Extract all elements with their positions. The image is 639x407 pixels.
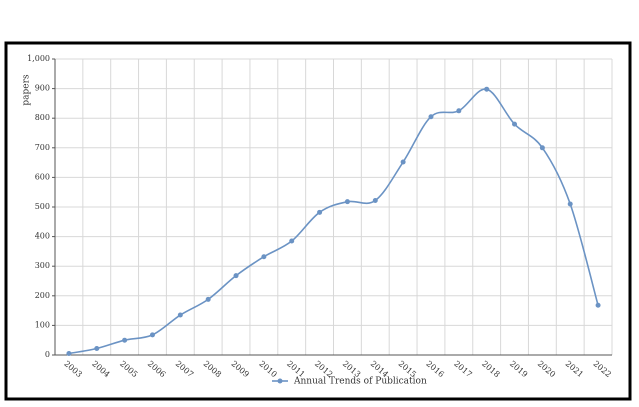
point bbox=[400, 159, 406, 165]
y-tick-label: 800 bbox=[35, 113, 50, 122]
y-tick-label: 400 bbox=[35, 232, 50, 241]
y-tick-label: 1,000 bbox=[27, 54, 50, 63]
y-tick-label: 500 bbox=[35, 202, 50, 211]
legend-marker bbox=[277, 378, 283, 384]
point bbox=[372, 197, 378, 203]
point bbox=[261, 254, 267, 260]
y-tick-label: 600 bbox=[35, 172, 50, 181]
point bbox=[289, 238, 295, 244]
point bbox=[567, 201, 573, 207]
point bbox=[539, 145, 545, 151]
y-tick-label: 900 bbox=[35, 84, 50, 93]
point bbox=[122, 337, 128, 343]
point bbox=[233, 273, 239, 279]
y-tick-label: 200 bbox=[35, 291, 50, 300]
point bbox=[344, 199, 350, 205]
point bbox=[484, 86, 490, 92]
point bbox=[428, 114, 434, 120]
legend-label: Annual Trends of Publication bbox=[293, 377, 427, 387]
point bbox=[149, 332, 155, 338]
frame bbox=[4, 41, 632, 401]
y-tick-label: 0 bbox=[45, 350, 50, 359]
y-tick-label: 100 bbox=[35, 320, 50, 329]
y-axis-label: papers bbox=[22, 74, 32, 106]
y-tick-label: 300 bbox=[35, 261, 50, 270]
y-tick-label: 700 bbox=[35, 143, 50, 152]
point bbox=[456, 108, 462, 114]
point bbox=[512, 121, 518, 127]
point bbox=[94, 345, 100, 351]
point bbox=[66, 351, 72, 357]
point bbox=[205, 296, 211, 302]
point bbox=[595, 302, 601, 308]
point bbox=[177, 312, 183, 318]
point bbox=[317, 209, 323, 215]
